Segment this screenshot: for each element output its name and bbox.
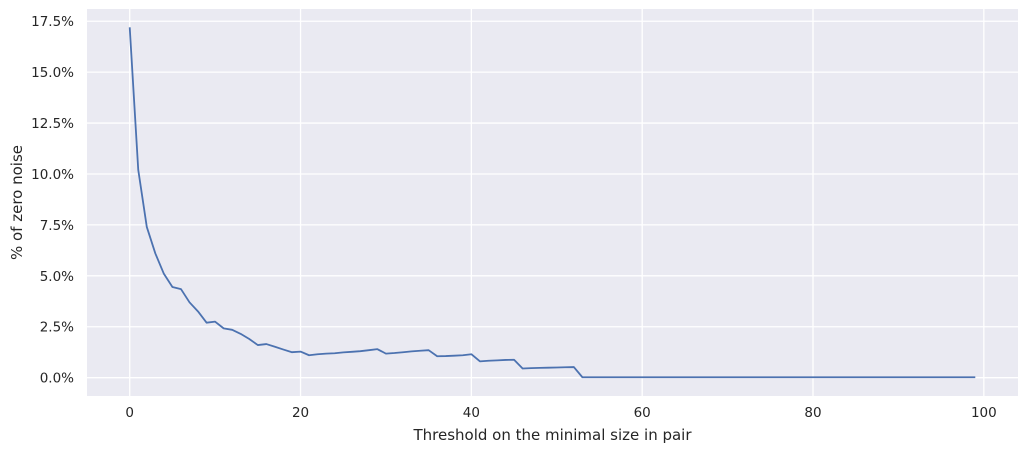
series-layer: [128, 27, 976, 379]
x-tick-label: 80: [804, 405, 821, 421]
series-line: [128, 27, 976, 379]
x-tick-label: 60: [634, 405, 651, 421]
x-tick-label: 40: [463, 405, 480, 421]
x-axis-ticks: 0 20 40 60 80 100: [125, 405, 996, 421]
y-tick-label: 15.0%: [31, 65, 74, 81]
y-tick-label: 12.5%: [31, 116, 74, 132]
grid-lines: [87, 9, 1018, 396]
y-tick-label: 0.0%: [40, 371, 74, 387]
x-tick-label: 20: [292, 405, 309, 421]
y-tick-label: 5.0%: [40, 269, 74, 285]
y-tick-label: 17.5%: [31, 14, 74, 30]
y-tick-label: 7.5%: [40, 218, 74, 234]
plot-area: [87, 9, 1018, 396]
y-axis-ticks: 0.0% 2.5% 5.0% 7.5% 10.0% 12.5% 15.0% 17.5%: [31, 14, 74, 386]
y-tick-label: 10.0%: [31, 167, 74, 183]
y-tick-label: 2.5%: [40, 320, 74, 336]
x-tick-label: 100: [971, 405, 997, 421]
x-tick-label: 0: [125, 405, 134, 421]
y-axis-label: % of zero noise: [8, 145, 26, 260]
x-axis-label: Threshold on the minimal size in pair: [412, 426, 692, 444]
